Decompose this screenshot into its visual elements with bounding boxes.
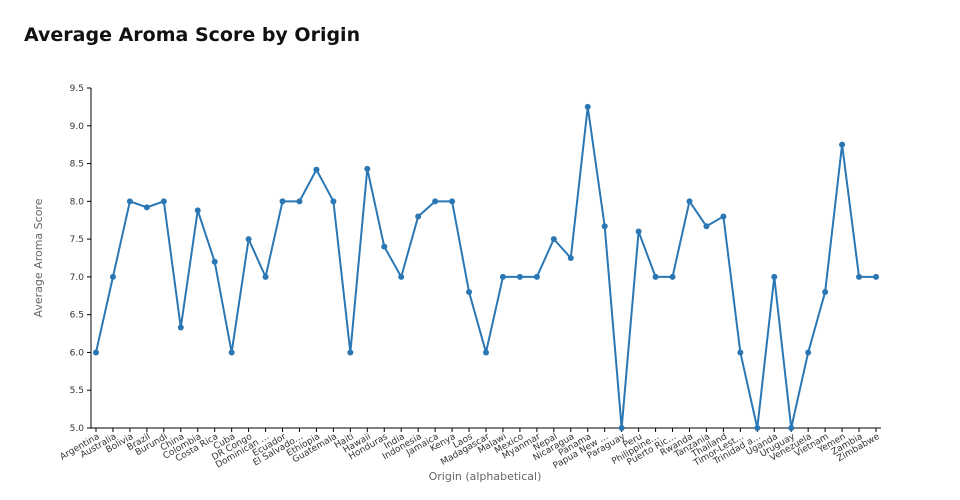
data-point	[873, 273, 879, 280]
data-point	[398, 273, 405, 280]
data-point	[126, 198, 133, 205]
data-point	[432, 198, 439, 205]
data-point	[635, 228, 642, 235]
data-point	[347, 349, 354, 356]
x-axis-title: Origin (alphabetical)	[429, 470, 542, 483]
plot-area: 5.05.56.06.57.07.58.08.59.09.5ArgentinaA…	[58, 84, 881, 472]
data-point	[618, 425, 625, 431]
y-tick-label: 8.5	[70, 160, 84, 170]
data-point	[703, 223, 710, 230]
data-point	[754, 425, 761, 431]
data-point	[499, 273, 506, 280]
data-point	[550, 236, 557, 243]
data-point	[330, 198, 337, 205]
data-point	[856, 273, 863, 280]
y-tick-label: 5.0	[70, 424, 85, 434]
y-tick-label: 6.5	[70, 311, 84, 321]
data-point	[228, 349, 235, 356]
data-point	[109, 273, 116, 280]
data-point	[601, 223, 608, 230]
y-tick-label: 7.0	[70, 273, 85, 283]
data-point	[160, 198, 167, 205]
data-point	[93, 349, 99, 356]
data-point	[805, 349, 812, 356]
data-point	[449, 198, 456, 205]
y-tick-label: 7.5	[70, 235, 84, 245]
data-point	[737, 349, 744, 356]
data-point	[533, 273, 540, 280]
data-point	[262, 273, 269, 280]
data-point	[720, 213, 727, 220]
data-point	[788, 425, 795, 431]
data-point	[364, 165, 371, 172]
y-tick-label: 9.5	[70, 84, 84, 94]
data-point	[381, 243, 388, 250]
data-point	[296, 198, 303, 205]
data-point	[669, 273, 676, 280]
y-axis-title: Average Aroma Score	[32, 198, 45, 317]
data-point	[584, 103, 591, 110]
data-point	[771, 273, 778, 280]
data-point	[245, 236, 252, 243]
y-tick-label: 9.0	[70, 122, 85, 132]
y-tick-label: 6.0	[70, 348, 85, 358]
data-point	[567, 255, 574, 261]
chart-title: Average Aroma Score by Origin	[24, 24, 361, 46]
data-point	[143, 204, 150, 211]
y-tick-label: 8.0	[70, 197, 85, 207]
series-line	[95, 105, 876, 429]
data-point	[516, 273, 523, 280]
data-point	[466, 289, 473, 295]
data-point	[839, 141, 846, 148]
data-point	[652, 273, 659, 280]
data-point	[279, 198, 286, 205]
data-point	[415, 213, 422, 220]
data-point	[194, 207, 201, 214]
data-point	[822, 289, 829, 295]
data-point	[211, 258, 218, 265]
data-point	[313, 166, 320, 173]
data-point	[686, 198, 693, 205]
data-point	[177, 324, 184, 331]
data-point	[483, 349, 489, 356]
y-tick-label: 5.5	[70, 386, 84, 396]
